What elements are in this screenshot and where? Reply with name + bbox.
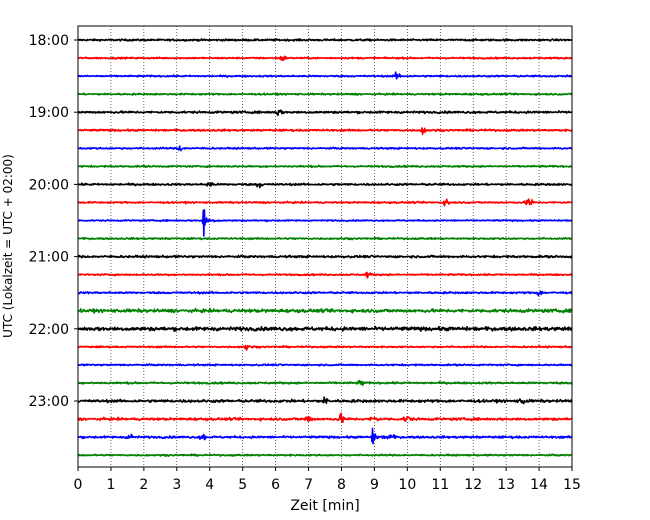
trace-1800	[77, 38, 573, 42]
y-tick-label: 23:00	[29, 394, 69, 410]
trace-2200	[77, 325, 573, 333]
trace-1900	[77, 109, 573, 116]
x-tick-label: 13	[497, 477, 515, 493]
plot-frame	[77, 25, 573, 468]
x-tick-label: 5	[238, 477, 247, 493]
trace-2100	[77, 254, 573, 259]
x-tick-label: 1	[106, 477, 115, 493]
trace-1845	[77, 92, 573, 97]
trace-2045	[77, 236, 573, 241]
x-tick-label: 14	[530, 477, 548, 493]
x-tick-label: 11	[431, 477, 449, 493]
x-tick-label: 6	[271, 477, 280, 493]
x-tick-label: 9	[370, 477, 379, 493]
trace-1930	[77, 145, 573, 152]
trace-2115	[77, 271, 573, 279]
x-axis-ticks: 0 1 2 3 4 5 6 7 8 9 10 11 12 13 14 15	[74, 467, 581, 493]
trace-2315	[77, 412, 573, 424]
trace-1830	[77, 71, 573, 80]
trace-2300	[77, 396, 573, 405]
x-tick-label: 7	[304, 477, 313, 493]
x-tick-label: 0	[74, 477, 83, 493]
trace-2145	[77, 307, 573, 314]
x-tick-label: 4	[205, 477, 214, 493]
trace-2245	[77, 379, 573, 387]
trace-2130	[77, 290, 573, 297]
seismogram-traces	[77, 38, 573, 457]
trace-1945	[77, 164, 573, 169]
trace-2330	[77, 427, 573, 445]
x-axis-label: Zeit [min]	[290, 498, 359, 514]
x-tick-label: 8	[337, 477, 346, 493]
trace-2030	[77, 209, 573, 237]
x-tick-label: 10	[398, 477, 416, 493]
trace-1815	[77, 55, 573, 62]
y-axis-ticks: 18:00 19:00 20:00 21:00 22:00 23:00	[29, 33, 78, 410]
x-tick-label: 2	[139, 477, 148, 493]
y-tick-label: 19:00	[29, 105, 69, 121]
x-tick-label: 15	[563, 477, 581, 493]
y-tick-label: 21:00	[29, 250, 69, 266]
y-axis-label: UTC (Lokalzeit = UTC + 02:00)	[1, 154, 15, 338]
trace-2215	[77, 344, 573, 351]
trace-2000	[77, 182, 573, 189]
x-tick-label: 12	[464, 477, 482, 493]
trace-1915	[77, 127, 573, 136]
trace-2230	[77, 363, 573, 367]
trace-2345	[77, 453, 573, 457]
y-tick-label: 20:00	[29, 177, 69, 193]
x-tick-label: 3	[172, 477, 181, 493]
y-tick-label: 22:00	[29, 322, 69, 338]
y-tick-label: 18:00	[29, 33, 69, 49]
trace-2015	[77, 198, 573, 207]
